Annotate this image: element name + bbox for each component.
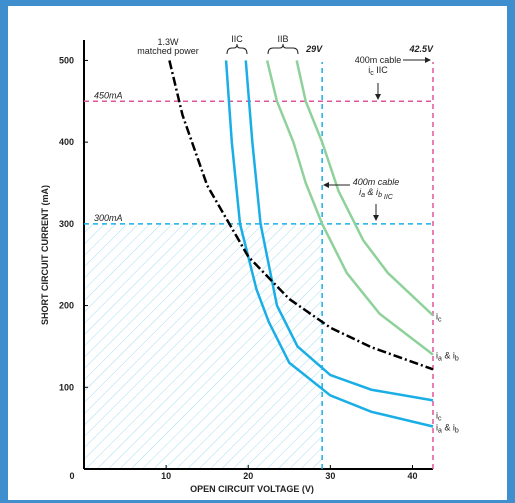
label: ic IIC xyxy=(368,65,388,77)
text-part: 400m cable xyxy=(353,177,400,187)
reference-label: 42.5V xyxy=(408,44,434,54)
subscript: a xyxy=(361,192,365,199)
text-part: i xyxy=(436,423,438,433)
safe-region xyxy=(84,223,323,469)
curve-label: matched power xyxy=(137,46,199,56)
text-part: & i xyxy=(365,187,379,197)
text-part: 400m cable xyxy=(355,55,402,65)
group-label: IIB xyxy=(277,34,288,44)
reference-label: 450mA xyxy=(94,90,123,100)
subscript: IIC xyxy=(382,194,394,201)
y-tick-label: 100 xyxy=(59,382,74,392)
bracket xyxy=(267,43,299,55)
x-tick-label: 0 xyxy=(69,471,74,481)
label: ic xyxy=(436,311,442,323)
x-tick-label: 20 xyxy=(243,471,253,481)
x-tick-label: 40 xyxy=(407,471,417,481)
y-tick-label: 300 xyxy=(59,219,74,229)
x-axis-title: OPEN CIRCUIT VOLTAGE (V) xyxy=(190,484,314,494)
subscript: a xyxy=(438,356,442,363)
bracket xyxy=(226,43,248,55)
reference-label: 300mA xyxy=(94,213,123,223)
text-part: & i xyxy=(442,423,455,433)
reference-label: 29V xyxy=(305,44,323,54)
curve-label: 1.3W xyxy=(157,37,179,47)
x-tick-label: 10 xyxy=(161,471,171,481)
group-label: IIC xyxy=(231,34,243,44)
subscript: c xyxy=(438,415,442,422)
label: ia & ib xyxy=(436,351,459,363)
y-tick-label: 200 xyxy=(59,301,74,311)
subscript: b xyxy=(455,356,459,363)
label: ia & ib xyxy=(436,423,459,435)
curve xyxy=(295,60,434,317)
label: 400m cable xyxy=(355,55,402,65)
curve xyxy=(224,60,434,428)
label: ic xyxy=(436,410,442,422)
x-tick-label: 30 xyxy=(325,471,335,481)
y-tick-label: 500 xyxy=(59,55,74,65)
subscript: c xyxy=(438,316,442,323)
text-part: i xyxy=(359,187,362,197)
text-part: IIC xyxy=(374,65,389,75)
curve xyxy=(244,60,434,402)
subscript: b xyxy=(455,428,459,435)
text-part: i xyxy=(436,311,438,321)
y-axis-title: SHORT CIRCUIT CURRENT (mA) xyxy=(40,185,50,325)
text-part: i xyxy=(436,410,438,420)
subscript: c xyxy=(370,70,374,77)
y-tick-label: 400 xyxy=(59,137,74,147)
text-part: & i xyxy=(442,351,455,361)
label: 400m cable xyxy=(353,177,400,187)
subscript: a xyxy=(438,428,442,435)
text-part: i xyxy=(436,351,438,361)
curve xyxy=(168,60,434,371)
subscript: b xyxy=(378,192,382,199)
text-part: i xyxy=(368,65,370,75)
label: ia & ib IIC xyxy=(359,187,394,201)
curve xyxy=(265,60,434,356)
